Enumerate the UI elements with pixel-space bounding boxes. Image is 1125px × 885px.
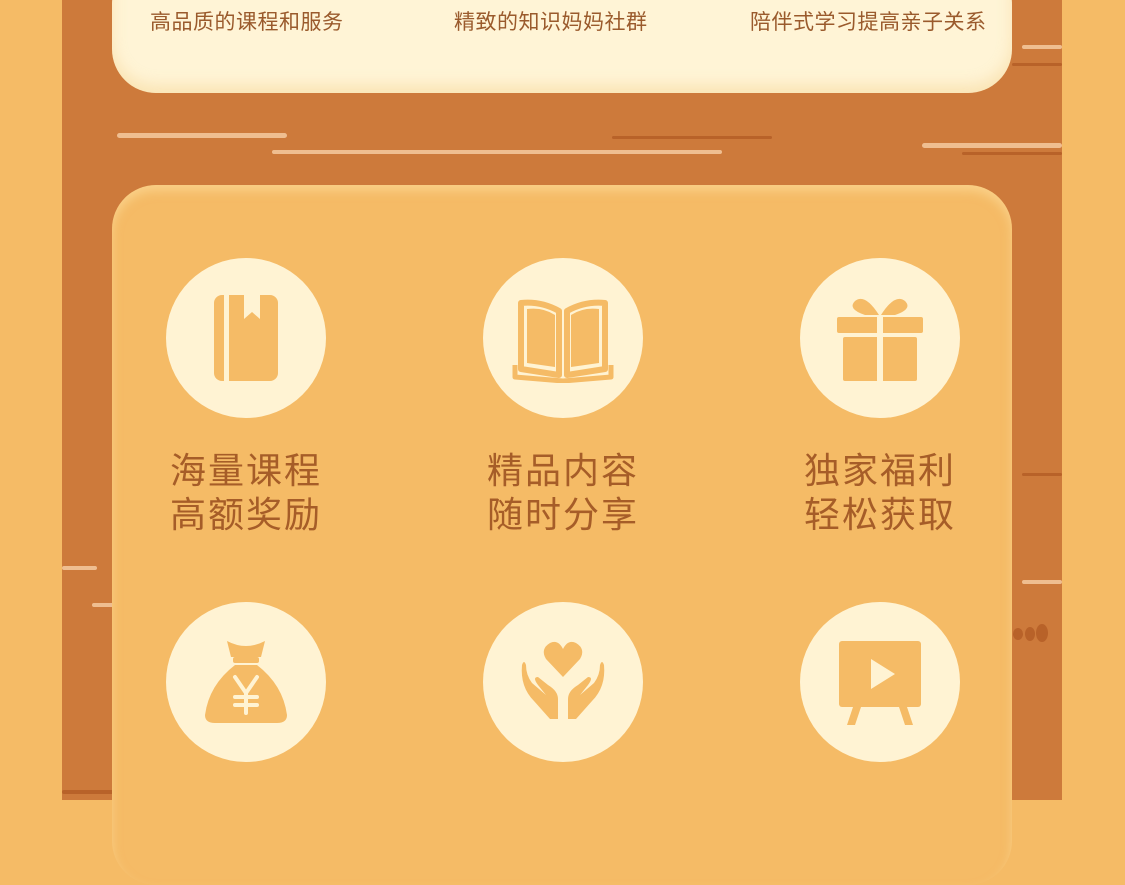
- benefit-line2: 随时分享: [486, 495, 639, 536]
- open-book-icon: [483, 258, 643, 418]
- feature-quality: 高品质的课程和服务: [150, 10, 344, 34]
- benefit-welfare[interactable]: 独家福利 轻松获取: [770, 258, 990, 538]
- wood-knot-decoration: [1013, 624, 1048, 642]
- benefit-money[interactable]: [136, 602, 356, 762]
- benefit-line1: 精品内容: [486, 451, 639, 492]
- bookmark-book-icon: [166, 258, 326, 418]
- benefit-content[interactable]: 精品内容 随时分享: [453, 258, 673, 538]
- hands-heart-icon: [483, 602, 643, 762]
- benefit-video[interactable]: [770, 602, 990, 762]
- video-board-icon: [800, 602, 960, 762]
- benefit-courses[interactable]: 海量课程 高额奖励: [136, 258, 356, 538]
- feature-parenting: 陪伴式学习提高亲子关系: [750, 10, 987, 34]
- benefits-panel: 海量课程 高额奖励 精品内容 随时分享: [112, 185, 1012, 885]
- benefit-line2: 高额奖励: [169, 495, 322, 536]
- benefit-line1: 独家福利: [803, 451, 956, 492]
- gift-icon: [800, 258, 960, 418]
- feature-community: 精致的知识妈妈社群: [454, 10, 648, 34]
- benefit-line1: 海量课程: [169, 451, 322, 492]
- money-bag-icon: [166, 602, 326, 762]
- features-panel: 高品质的课程和服务 精致的知识妈妈社群 陪伴式学习提高亲子关系: [112, 0, 1012, 93]
- benefit-care[interactable]: [453, 602, 673, 762]
- benefit-line2: 轻松获取: [803, 495, 956, 536]
